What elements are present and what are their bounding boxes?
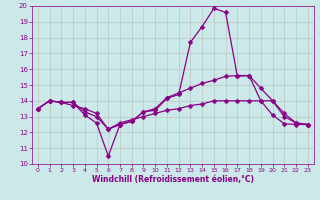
X-axis label: Windchill (Refroidissement éolien,°C): Windchill (Refroidissement éolien,°C) (92, 175, 254, 184)
